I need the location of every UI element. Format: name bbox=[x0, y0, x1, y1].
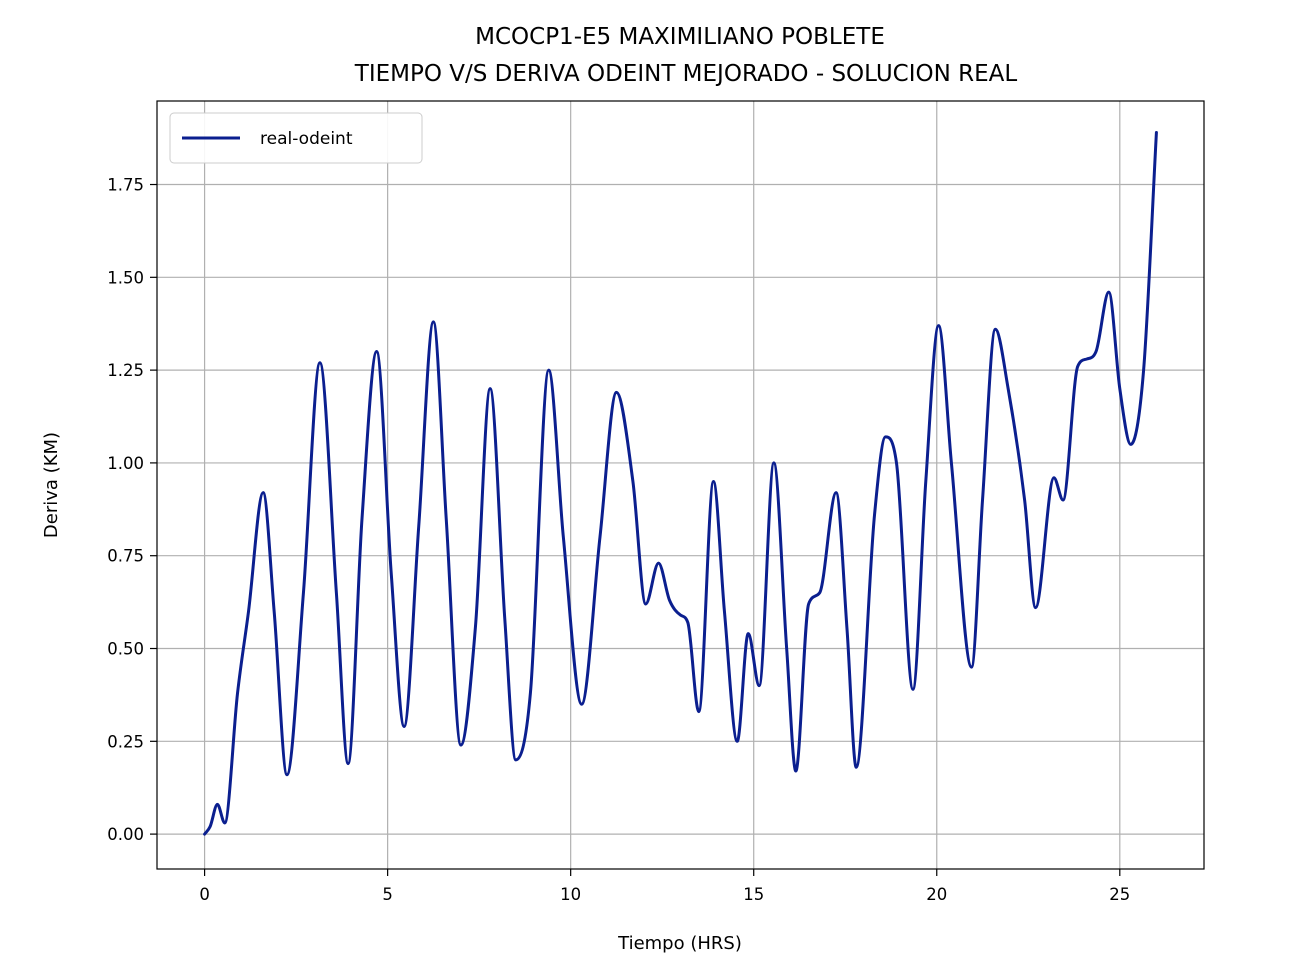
x-axis-ticks: 0 5 10 15 20 25 bbox=[199, 869, 1130, 904]
y-tick-label: 0.25 bbox=[107, 732, 144, 751]
y-tick-label: 0.75 bbox=[107, 547, 144, 566]
x-tick-label: 10 bbox=[560, 885, 581, 904]
x-tick-label: 20 bbox=[926, 885, 947, 904]
y-tick-label: 1.50 bbox=[107, 268, 144, 287]
y-tick-label: 0.50 bbox=[107, 640, 144, 659]
x-tick-label: 25 bbox=[1109, 885, 1130, 904]
y-axis-ticks: 0.00 0.25 0.50 0.75 1.00 1.25 1.50 1.75 bbox=[107, 176, 157, 844]
chart-title: MCOCP1-E5 MAXIMILIANO POBLETE bbox=[475, 24, 885, 50]
y-tick-label: 1.25 bbox=[107, 361, 144, 380]
x-tick-label: 5 bbox=[382, 885, 393, 904]
series-line-real-odeint bbox=[203, 131, 1158, 836]
y-tick-label: 1.00 bbox=[107, 454, 144, 473]
series-layer bbox=[203, 131, 1158, 836]
y-tick-label: 1.75 bbox=[107, 176, 144, 195]
x-tick-label: 0 bbox=[199, 885, 210, 904]
y-axis-label: Deriva (KM) bbox=[41, 432, 62, 538]
legend-label-real-odeint: real-odeint bbox=[260, 129, 353, 149]
legend: real-odeint bbox=[169, 112, 423, 164]
y-tick-label: 0.00 bbox=[107, 825, 144, 844]
x-tick-label: 15 bbox=[743, 885, 764, 904]
chart-subtitle: TIEMPO V/S DERIVA ODEINT MEJORADO - SOLU… bbox=[354, 61, 1018, 87]
legend-box bbox=[169, 112, 423, 164]
plot-frame bbox=[156, 100, 1205, 870]
x-axis-label: Tiempo (HRS) bbox=[617, 933, 742, 954]
